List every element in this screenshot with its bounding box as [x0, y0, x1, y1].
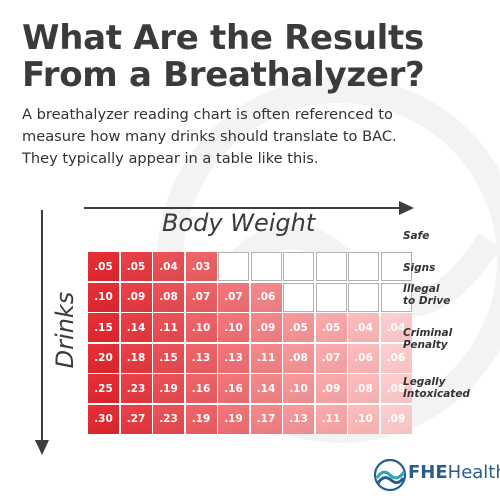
table-cell: .08 — [380, 374, 412, 403]
table-cell: .19 — [185, 404, 217, 434]
table-cell: .05 — [88, 252, 119, 281]
legend-item: Safe — [403, 230, 429, 242]
legend-label: Legally — [403, 376, 446, 388]
table-cell: .08 — [153, 282, 184, 312]
title-line: From a Breathalyzer? — [22, 55, 425, 95]
table-cell: .09 — [380, 404, 412, 434]
table-cell — [315, 282, 347, 312]
brand-name: FHEHealth — [408, 462, 500, 483]
x-axis-arrow-head-icon — [399, 201, 414, 215]
legend-label: Signs — [403, 262, 436, 274]
table-cell: .04 — [348, 313, 379, 342]
legend-label: Safe — [403, 230, 430, 242]
table-cell: .13 — [218, 343, 249, 373]
table-cell: .11 — [250, 343, 282, 373]
table-cell: .08 — [283, 343, 314, 373]
y-axis-label: Drinks — [51, 291, 79, 369]
legend-item: Criminal Penalty — [403, 327, 452, 351]
table-cell: .10 — [88, 282, 119, 312]
table-cell: .16 — [218, 374, 249, 403]
y-axis-arrow-line — [41, 210, 43, 442]
table-cell: .27 — [120, 404, 152, 434]
table-cell: .07 — [218, 282, 249, 312]
table-cell: .08 — [348, 374, 379, 403]
table-cell: .13 — [283, 404, 314, 434]
table-cell: .07 — [315, 343, 347, 373]
table-cell: .18 — [120, 343, 152, 373]
title-line: What Are the Results — [22, 18, 424, 58]
legend-item: Illegal to Drive — [403, 283, 450, 307]
table-cell — [250, 252, 282, 281]
table-cell: .07 — [185, 282, 217, 312]
x-axis-arrow-line — [84, 207, 402, 209]
table-cell: .23 — [153, 404, 184, 434]
table-cell — [380, 282, 412, 312]
table-cell: .09 — [250, 313, 282, 342]
table-cell: .06 — [348, 343, 379, 373]
table-cell: .15 — [153, 343, 184, 373]
table-cell: .23 — [120, 374, 152, 403]
x-axis-label: Body Weight — [162, 209, 316, 237]
table-cell — [218, 252, 249, 281]
intro-text: A breathalyzer reading chart is often re… — [22, 104, 492, 170]
legend-label: Illegal — [403, 283, 440, 295]
table-cell: .13 — [185, 343, 217, 373]
table-cell: .20 — [88, 343, 119, 373]
intro-line: A breathalyzer reading chart is often re… — [22, 106, 393, 123]
table-cell: .17 — [250, 404, 282, 434]
table-cell — [380, 252, 412, 281]
table-cell: .14 — [250, 374, 282, 403]
table-cell: .10 — [185, 313, 217, 342]
table-cell: .10 — [283, 374, 314, 403]
table-cell: .30 — [88, 404, 119, 434]
table-cell: .09 — [120, 282, 152, 312]
fhe-wave-logo-icon — [373, 458, 407, 492]
page-title: What Are the Results From a Breathalyzer… — [22, 20, 492, 94]
intro-line: They typically appear in a table like th… — [22, 150, 319, 167]
table-cell: .09 — [315, 374, 347, 403]
legend-label: Penalty — [403, 339, 448, 351]
table-cell: .04 — [380, 313, 412, 342]
table-cell: .10 — [218, 313, 249, 342]
table-cell: .16 — [185, 374, 217, 403]
table-cell: .04 — [153, 252, 184, 281]
table-cell: .05 — [315, 313, 347, 342]
table-cell: .06 — [380, 343, 412, 373]
legend-label: Intoxicated — [403, 388, 470, 400]
table-cell: .11 — [153, 313, 184, 342]
table-cell: .03 — [185, 252, 217, 281]
table-cell: .15 — [88, 313, 119, 342]
y-axis-arrow-head-icon — [35, 440, 49, 455]
table-cell: .19 — [218, 404, 249, 434]
brand-regular: Health — [447, 462, 500, 483]
bac-table: .05.05.04.03.10.09.08.07.07.06.15.14.11.… — [88, 252, 412, 434]
legend-label: to Drive — [403, 295, 451, 307]
table-cell — [315, 252, 347, 281]
table-cell — [348, 252, 379, 281]
table-cell: .06 — [250, 282, 282, 312]
y-axis-label-wrap: Drinks — [50, 275, 80, 385]
table-cell: .05 — [283, 313, 314, 342]
legend-label: Criminal — [403, 327, 453, 339]
table-cell: .25 — [88, 374, 119, 403]
table-cell — [283, 282, 314, 312]
table-cell: .11 — [315, 404, 347, 434]
legend-item: Legally Intoxicated — [403, 376, 470, 400]
table-cell: .05 — [120, 252, 152, 281]
brand-bold: FHE — [408, 462, 448, 483]
intro-line: measure how many drinks should translate… — [22, 128, 397, 145]
table-cell — [283, 252, 314, 281]
table-cell: .10 — [348, 404, 379, 434]
legend-item: Signs — [403, 262, 435, 274]
table-cell: .14 — [120, 313, 152, 342]
table-cell — [348, 282, 379, 312]
table-cell: .19 — [153, 374, 184, 403]
